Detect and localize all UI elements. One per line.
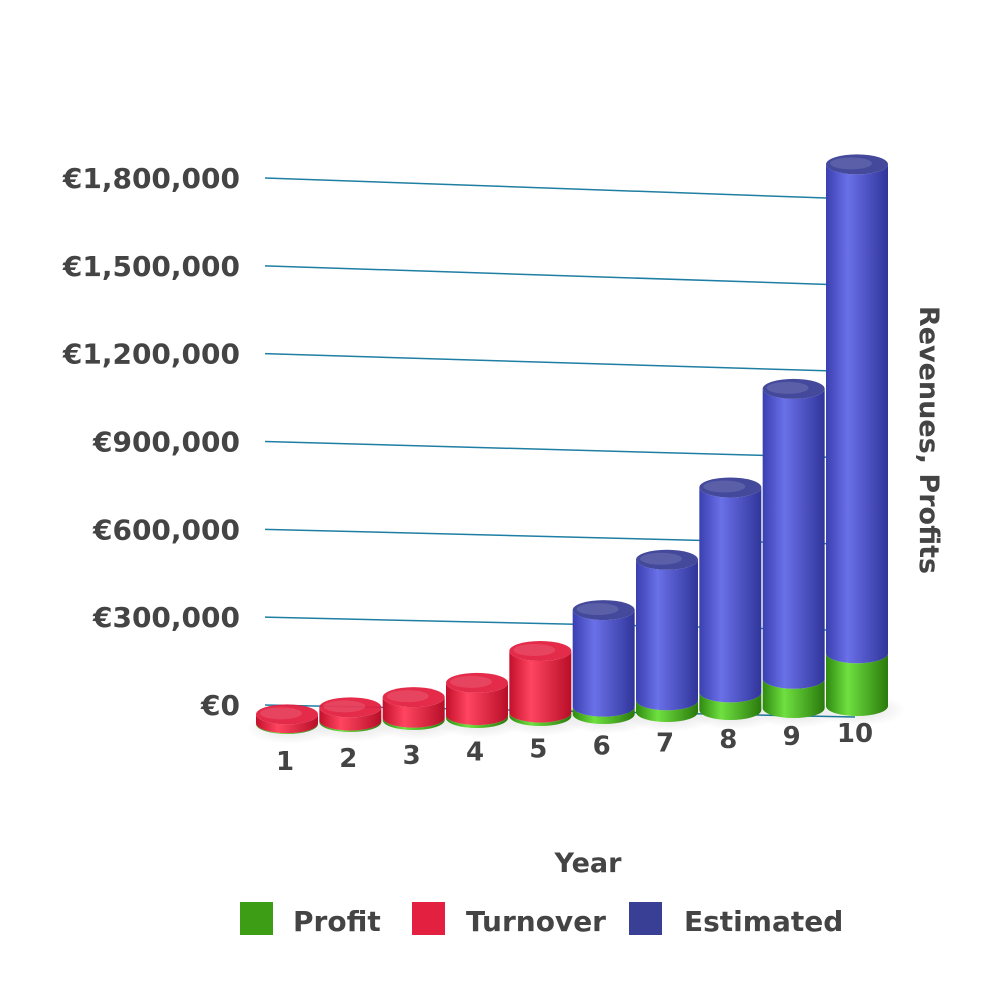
legend-item-profit: Profit [240, 902, 381, 938]
bar-segment-profit [699, 692, 762, 720]
bar-year-8 [689, 477, 780, 730]
y-axis-ticks: €0 €300,000 €600,000 €900,000 €1,200,000 €1,5… [62, 162, 240, 722]
y-axis-title: Revenues, Profits [913, 306, 944, 574]
bar-segment-turnover [256, 714, 318, 734]
bar-top-cap [319, 697, 382, 718]
x-tick-label: 5 [529, 735, 547, 765]
bars [246, 154, 906, 744]
legend-item-estimated: Estimated [629, 902, 843, 938]
bar-cap-highlight [766, 381, 809, 394]
bar-segment-profit [509, 712, 572, 726]
legend-label: Turnover [466, 905, 606, 938]
x-tick-label: 7 [656, 728, 674, 758]
bar-segment-turnover [319, 707, 382, 731]
bar-segment-profit [382, 717, 445, 730]
gridline [264, 440, 856, 459]
y-tick-label: €1,800,000 [62, 162, 240, 195]
gridlines [264, 177, 856, 718]
bar-cap-highlight [323, 700, 366, 713]
x-tick-label: 1 [276, 747, 294, 777]
gridline [264, 177, 856, 200]
bar-segment-profit [826, 653, 888, 716]
bar-segment-estimated [826, 164, 888, 664]
bar-segment-profit [636, 700, 698, 722]
bar-cap-highlight [260, 707, 302, 720]
x-tick-label: 4 [466, 738, 484, 768]
bar-cap-highlight [386, 690, 429, 703]
bar-segment-profit [572, 706, 635, 724]
gridline [264, 352, 856, 373]
gridline [264, 265, 856, 287]
x-tick-label: 8 [719, 725, 737, 755]
bar-year-10 [816, 154, 906, 726]
bar-segment-turnover [382, 697, 445, 728]
bar-top-cap [762, 378, 825, 399]
legend-swatch [629, 902, 662, 935]
bar-cap-highlight [703, 480, 746, 493]
bar-cap-highlight [640, 552, 682, 565]
x-tick-label: 9 [783, 722, 801, 752]
bar-cap-highlight [513, 644, 556, 657]
bar-cap-highlight [830, 157, 872, 170]
bar-cap-highlight [576, 603, 619, 616]
legend-label: Profit [293, 905, 381, 938]
legend-label: Estimated [684, 905, 843, 938]
x-axis-ticks: 1 2 3 4 5 6 7 8 9 10 [276, 719, 873, 777]
x-tick-label: 6 [593, 731, 611, 761]
x-tick-label: 3 [403, 741, 421, 771]
y-tick-label: €1,500,000 [62, 250, 240, 283]
y-tick-label: €300,000 [92, 601, 240, 634]
bar-segment-estimated [699, 487, 762, 703]
bar-top-cap [826, 154, 888, 175]
x-tick-label: 10 [837, 719, 873, 749]
y-tick-label: €600,000 [92, 513, 240, 546]
bar-segment-profit [762, 678, 825, 718]
legend-item-turnover: Turnover [412, 902, 606, 938]
bar-segment-estimated [762, 388, 825, 689]
legend-swatch [412, 902, 445, 935]
bar-top-cap [572, 600, 635, 621]
bar-segment-estimated [572, 610, 635, 717]
bar-top-cap [382, 687, 445, 708]
x-axis-title: Year [554, 848, 623, 879]
y-tick-label: €900,000 [92, 426, 240, 459]
legend-swatch [240, 902, 273, 935]
bar-top-cap [699, 477, 762, 498]
x-tick-label: 2 [339, 744, 357, 774]
y-tick-label: €1,200,000 [62, 338, 240, 371]
bar-cap-highlight [450, 675, 492, 688]
bar-top-cap [509, 641, 572, 662]
bar-top-cap [636, 549, 698, 570]
bar-segment-profit [446, 715, 508, 728]
y-tick-label: €0 [200, 689, 240, 722]
bar-segment-turnover [446, 682, 508, 726]
bar-top-cap [256, 704, 318, 725]
bar-segment-turnover [509, 651, 572, 723]
legend: Profit Turnover Estimated [240, 902, 843, 938]
bar-year-9 [752, 378, 843, 728]
bar-segment-estimated [636, 559, 698, 711]
bar-top-cap [446, 672, 508, 693]
